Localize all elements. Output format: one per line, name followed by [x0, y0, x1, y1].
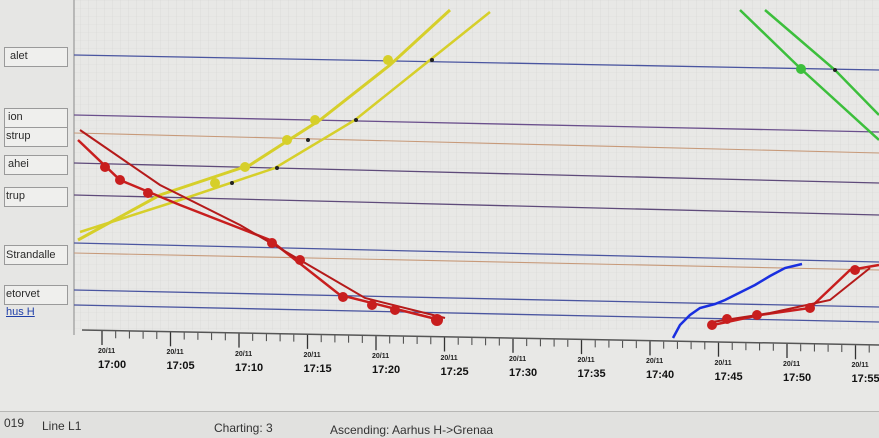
tick-date-label: 20/11 [852, 362, 869, 369]
train-stop-marker [752, 310, 762, 320]
tick-date-label: 20/11 [235, 351, 252, 358]
station-label[interactable]: trup [6, 190, 25, 202]
time-axis [82, 330, 879, 345]
train-stop-marker [850, 265, 860, 275]
station-label[interactable]: ion [8, 111, 23, 123]
tick-date-label: 20/11 [167, 349, 184, 356]
tick-date-label: 20/11 [578, 357, 595, 364]
train-stop-marker [722, 314, 732, 324]
train-stop-dot [275, 166, 279, 170]
station-label[interactable]: strup [6, 130, 30, 142]
tick-time-label: 17:00 [98, 359, 126, 371]
train-stop-marker [707, 320, 717, 330]
station-label[interactable]: etorvet [6, 288, 40, 300]
tick-time-label: 17:40 [646, 369, 674, 381]
train-stop-marker [310, 115, 320, 125]
status-line[interactable]: Line L1 [42, 419, 81, 433]
train-stop-dot [354, 118, 358, 122]
tick-date-label: 20/11 [372, 353, 389, 360]
tick-time-label: 17:10 [235, 362, 263, 374]
tick-time-label: 17:15 [304, 363, 332, 375]
station-label[interactable]: ahei [8, 158, 29, 170]
plot-area [74, 0, 879, 330]
train-stop-marker [267, 238, 277, 248]
tick-date-label: 20/11 [98, 348, 115, 355]
status-direction: Ascending: Aarhus H->Grenaa [330, 423, 493, 437]
station-label[interactable]: alet [10, 50, 28, 62]
train-stop-marker [383, 55, 393, 65]
train-stop-marker [367, 300, 377, 310]
tick-time-label: 17:30 [509, 367, 537, 379]
tick-time-label: 17:35 [578, 368, 606, 380]
train-stop-marker [210, 178, 220, 188]
tick-time-label: 17:20 [372, 364, 400, 376]
tick-date-label: 20/11 [441, 355, 458, 362]
train-stop-marker [295, 255, 305, 265]
status-charting: Charting: 3 [214, 421, 273, 435]
status-left-fragment: 019 [4, 416, 24, 430]
train-stop-marker [796, 64, 806, 74]
tick-date-label: 20/11 [646, 358, 663, 365]
train-stop-dot [306, 138, 310, 142]
tick-date-label: 20/11 [509, 356, 526, 363]
train-stop-marker [240, 162, 250, 172]
train-stop-marker [338, 292, 348, 302]
tick-time-label: 17:55 [852, 373, 879, 385]
station-label-selected[interactable]: hus H [6, 306, 35, 318]
time-axis-ticks [102, 331, 869, 359]
train-stop-marker [143, 188, 153, 198]
train-stop-marker [282, 135, 292, 145]
tick-time-label: 17:05 [167, 360, 195, 372]
tick-date-label: 20/11 [783, 361, 800, 368]
train-stop-marker [431, 314, 443, 326]
tick-time-label: 17:50 [783, 372, 811, 384]
train-stop-dot [833, 68, 837, 72]
train-stop-marker [100, 162, 110, 172]
time-axis-line [82, 330, 879, 345]
tick-date-label: 20/11 [304, 352, 321, 359]
train-stop-dot [230, 181, 234, 185]
tick-time-label: 17:25 [441, 366, 469, 378]
station-label[interactable]: Strandalle [6, 249, 56, 261]
tick-date-label: 20/11 [715, 360, 732, 367]
train-stop-marker [390, 305, 400, 315]
train-stop-marker [115, 175, 125, 185]
train-stop-dot [430, 58, 434, 62]
train-stop-marker [805, 303, 815, 313]
tick-time-label: 17:45 [715, 371, 743, 383]
